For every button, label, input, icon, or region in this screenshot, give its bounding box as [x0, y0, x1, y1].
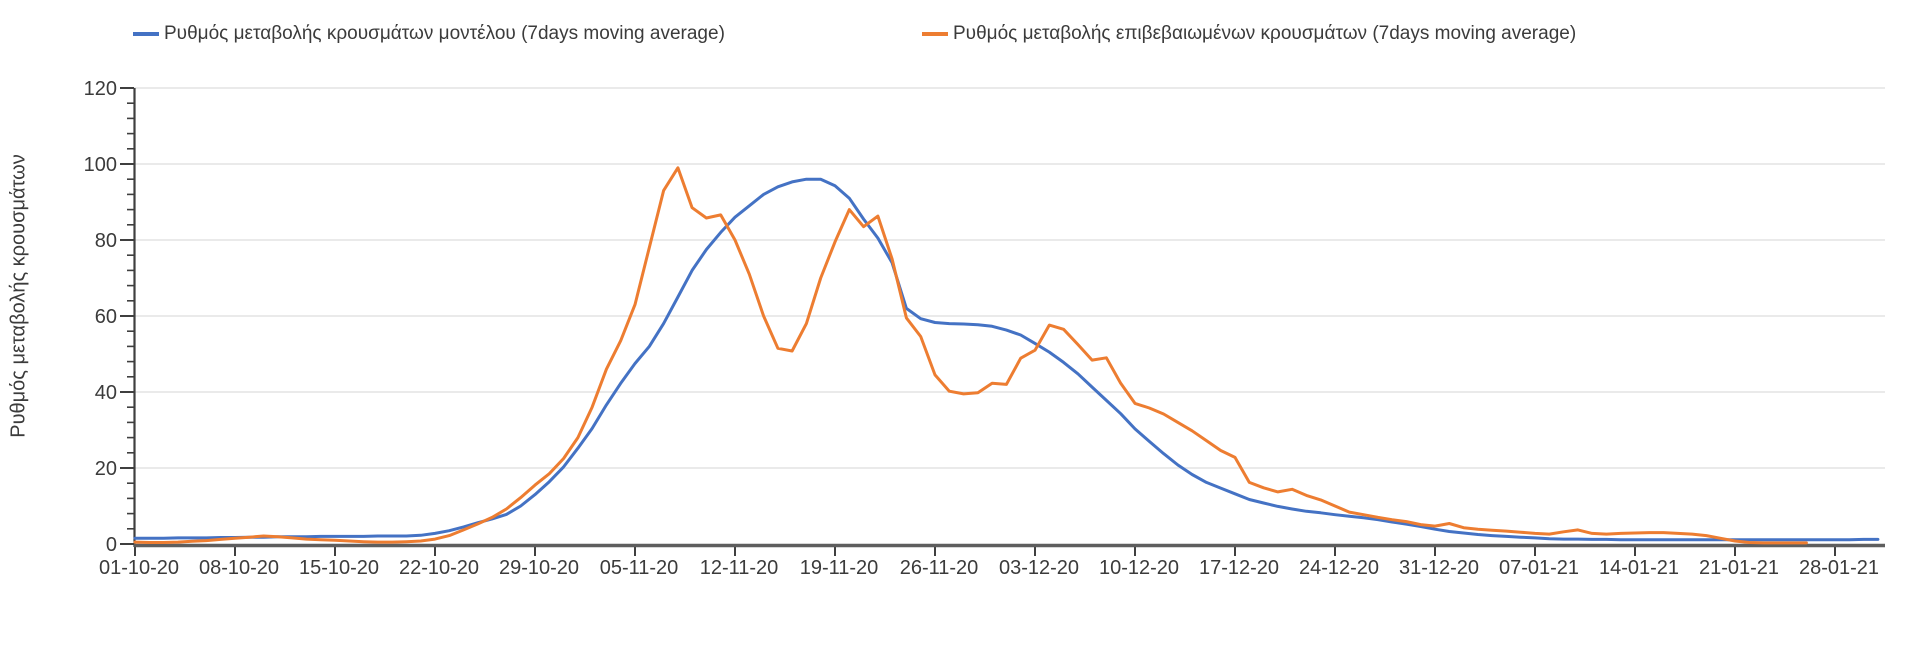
x-tick-label: 07-01-21 — [1499, 557, 1579, 579]
legend-label-confirmed: Ρυθμός μεταβολής επιβεβαιωμένων κρουσμάτ… — [953, 22, 1577, 44]
x-tick-label: 01-10-20 — [99, 557, 179, 579]
y-tick-label: 120 — [84, 78, 117, 100]
x-tick-label: 03-12-20 — [999, 557, 1079, 579]
x-tick-label: 29-10-20 — [499, 557, 579, 579]
x-tick-label: 17-12-20 — [1199, 557, 1279, 579]
y-tick-label: 60 — [95, 306, 117, 328]
x-tick-label: 14-01-21 — [1599, 557, 1679, 579]
y-tick-label: 80 — [95, 230, 117, 252]
x-tick-label: 26-11-20 — [900, 557, 979, 579]
series-line-confirmed[interactable] — [133, 166, 1808, 545]
x-tick-label: 05-11-20 — [600, 557, 679, 579]
x-tick-label: 19-11-20 — [800, 557, 879, 579]
y-tick-label: 20 — [95, 458, 117, 480]
legend-label-model: Ρυθμός μεταβολής κρουσμάτων μοντέλου (7d… — [164, 22, 725, 44]
series-line-model[interactable] — [133, 177, 1880, 542]
x-tick-label: 15-10-20 — [299, 557, 379, 579]
x-tick-label: 22-10-20 — [399, 557, 479, 579]
y-tick-label: 100 — [84, 154, 117, 176]
x-tick-label: 10-12-20 — [1099, 557, 1179, 579]
y-tick-label: 40 — [95, 382, 117, 404]
x-tick-label: 12-11-20 — [700, 557, 779, 579]
legend-item-model[interactable]: Ρυθμός μεταβολής κρουσμάτων μοντέλου (7d… — [133, 20, 725, 47]
x-tick-label: 24-12-20 — [1299, 557, 1379, 579]
x-tick-label: 08-10-20 — [199, 557, 279, 579]
x-tick-label: 21-01-21 — [1699, 557, 1779, 579]
y-tick-label: 0 — [106, 534, 117, 556]
legend-marker-confirmed-icon — [922, 31, 948, 36]
legend-item-confirmed[interactable]: Ρυθμός μεταβολής επιβεβαιωμένων κρουσμάτ… — [922, 20, 1576, 47]
legend-marker-model-icon — [133, 31, 159, 36]
x-tick-label: 31-12-20 — [1399, 557, 1479, 579]
x-tick-label: 28-01-21 — [1799, 557, 1879, 579]
